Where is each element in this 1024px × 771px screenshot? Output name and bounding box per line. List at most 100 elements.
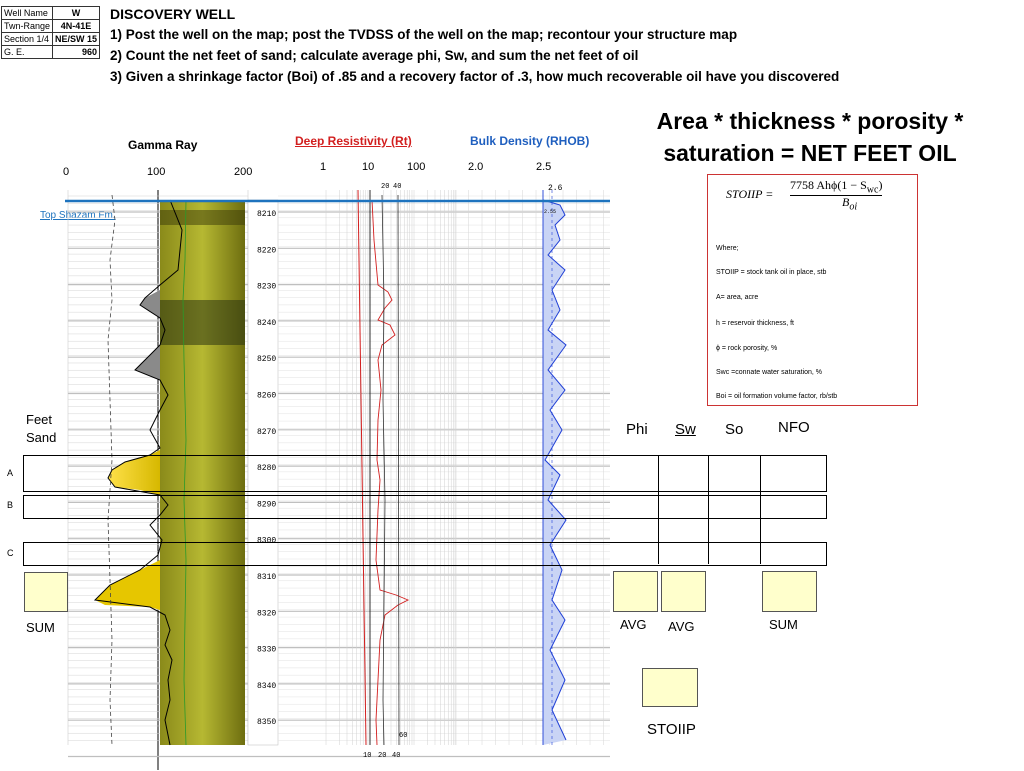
depth-label: 8210 [257, 210, 276, 219]
resistivity-black-curve [381, 194, 386, 746]
ge-label: G. E. [0, 45, 54, 59]
nfo-sum-box[interactable] [762, 571, 817, 612]
depth-label: 8300 [257, 537, 276, 546]
row-b-label: B [7, 500, 14, 510]
well-info-table: Well Name W Twn-Range 4N-41E Section 1/4 NE… [0, 6, 101, 59]
density-tick-2-0: 2.0 [468, 161, 484, 173]
depth-label: 8330 [257, 646, 276, 655]
sand-label: Sand [26, 430, 57, 445]
denominator-text: B [842, 195, 850, 209]
step-3: 3) Given a shrinkage factor (Boi) of .85… [110, 69, 840, 84]
stoiip-denominator: Boi [842, 195, 857, 212]
gamma-sand-fill-2 [95, 560, 160, 610]
resistivity-black-curve-2 [397, 194, 400, 746]
svg-text:40: 40 [393, 183, 401, 191]
gamma-curve [93, 199, 183, 746]
formation-top-label: Top Shazam Fm. [40, 210, 116, 221]
svg-text:2.55: 2.55 [544, 209, 556, 215]
depth-label: 8220 [257, 246, 276, 255]
resistivity-red-line [357, 189, 367, 746]
so-header: So [725, 421, 744, 438]
depth-label: 8310 [257, 573, 276, 582]
res-tick-100: 100 [407, 161, 426, 173]
sp-dashed [107, 194, 116, 746]
depth-label: 8320 [257, 609, 276, 618]
avg-label-2: AVG [668, 619, 695, 634]
gamma-tick-0: 0 [63, 166, 70, 178]
density-fill [543, 200, 566, 745]
depth-label: 8280 [257, 464, 276, 473]
step-2: 2) Count the net feet of sand; calculate… [110, 48, 639, 63]
depth-label: 8340 [257, 682, 276, 691]
depth-label: 8250 [257, 355, 276, 364]
gamma-tick-100: 100 [147, 166, 166, 178]
res-tick-10: 10 [362, 161, 375, 173]
avg-label-1: AVG [620, 617, 647, 632]
stoiip-label: STOIIP [647, 721, 696, 738]
legend-where: Where; [716, 245, 739, 252]
phi-avg-box[interactable] [613, 571, 658, 612]
density-title: Bulk Density (RHOB) [470, 134, 590, 148]
svg-text:20: 20 [378, 752, 386, 760]
stoiip-legend-box: STOIIP = 7758 Ahϕ(1 − Swc) Boi Where; ST… [707, 174, 918, 406]
legend-item-4: ϕ = rock porosity, % [716, 345, 778, 352]
feet-label: Feet [26, 412, 53, 427]
svg-text:2.6: 2.6 [548, 184, 563, 193]
gamma-dark-band-2 [160, 210, 245, 225]
divider-1 [658, 455, 659, 564]
resistivity-title: Deep Resistivity (Rt) [295, 134, 412, 148]
nfo-header: NFO [778, 419, 810, 436]
gamma-sand-fill [108, 450, 160, 495]
depth-label: 8270 [257, 428, 276, 437]
svg-text:40: 40 [392, 752, 400, 760]
legend-item-6: Boi = oil formation volume factor, rb/st… [716, 393, 838, 400]
sw-avg-box[interactable] [661, 571, 706, 612]
svg-text:60: 60 [399, 732, 407, 740]
row-c-box [23, 542, 827, 566]
depth-label: 8230 [257, 283, 276, 292]
gamma-tick-200: 200 [234, 166, 253, 178]
page-title: DISCOVERY WELL [110, 6, 236, 22]
numerator-text: 7758 Ahϕ(1 − S [790, 178, 867, 192]
gamma-grey-fill [135, 290, 160, 380]
well-log: 8210 8220 8230 8240 8250 8260 8270 8280 8290 8300… [65, 183, 610, 770]
divider-2 [708, 455, 709, 564]
resistivity-curve [371, 199, 410, 746]
numerator-end: ) [878, 178, 883, 192]
phi-header: Phi [626, 421, 648, 438]
numerator-sub: wc [866, 184, 879, 196]
sum-label-right: SUM [769, 617, 798, 632]
legend-item-5: Swc =connate water saturation, % [716, 369, 823, 376]
stoiip-numerator: 7758 Ahϕ(1 − Swc) [790, 178, 883, 197]
gamma-ray-title: Gamma Ray [128, 138, 198, 152]
depth-label: 8350 [257, 718, 276, 727]
legend-item-3: h = reservoir thickness, ft [716, 320, 795, 327]
res-tick-1: 1 [320, 161, 327, 173]
svg-text:10: 10 [363, 752, 371, 760]
ge-value: 960 [52, 45, 101, 59]
formula-line-2: saturation = NET FEET OIL [663, 140, 957, 166]
gamma-dark-band [160, 300, 245, 345]
denominator-sub: oi [849, 201, 858, 213]
density-tick-2-5: 2.5 [536, 161, 552, 173]
step-1: 1) Post the well on the map; post the TV… [110, 27, 738, 42]
formula-line-1: Area * thickness * porosity * [656, 108, 964, 134]
legend-item-2: A= area, acre [716, 294, 759, 301]
gamma-green-curve [182, 199, 187, 746]
divider-3 [760, 455, 761, 564]
row-c-label: C [7, 548, 14, 558]
feet-sand-sum-box[interactable] [24, 572, 68, 612]
row-a-box [23, 455, 827, 492]
stoiip-lhs: STOIIP = [726, 187, 774, 201]
legend-item-1: STOIIP = stock tank oil in place, stb [716, 269, 827, 276]
stoiip-answer-box[interactable] [642, 668, 698, 707]
depth-label: 8260 [257, 392, 276, 401]
depth-label: 8290 [257, 500, 276, 509]
depth-label: 8240 [257, 319, 276, 328]
row-a-label: A [7, 468, 14, 478]
sw-header: Sw [675, 421, 696, 438]
row-b-box [23, 495, 827, 519]
density-curve [542, 199, 567, 741]
sum-label-left: SUM [26, 620, 55, 635]
svg-text:20: 20 [381, 183, 389, 191]
